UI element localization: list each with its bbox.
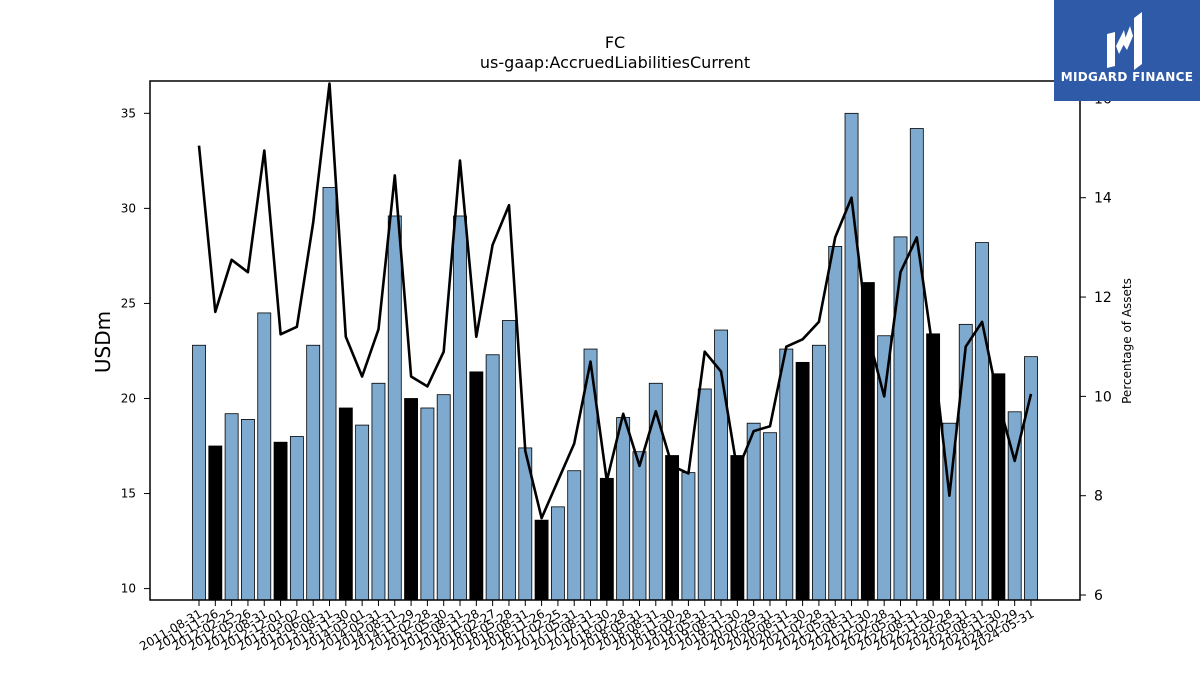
y2-tick-label: 10 bbox=[1094, 389, 1112, 405]
bar-2020-08-31 bbox=[779, 348, 794, 601]
bar-2013-03-02 bbox=[289, 436, 304, 601]
bar-2017-11-25 bbox=[599, 477, 614, 601]
y-tick-label: 25 bbox=[121, 296, 136, 310]
y-tick-label: 20 bbox=[121, 391, 136, 405]
bar-2018-02-24 bbox=[616, 417, 631, 601]
y-tick-label: 35 bbox=[121, 106, 136, 120]
bar-2020-02-29 bbox=[746, 422, 761, 601]
midgard-logo-icon bbox=[1107, 12, 1142, 70]
logo-text: MIDGARD FINANCE bbox=[1060, 70, 1194, 84]
bar-2023-11-30 bbox=[991, 373, 1006, 601]
bar-2016-05-28 bbox=[502, 320, 516, 601]
y2-tick-label: 14 bbox=[1094, 191, 1112, 207]
y-axis-left: 10 15 20 25 30 35 bbox=[121, 106, 150, 596]
bars-layer bbox=[192, 112, 1038, 601]
bar-2011-11-26 bbox=[208, 445, 223, 601]
bar-2014-08-31 bbox=[387, 215, 402, 601]
bar-2019-11-30 bbox=[730, 455, 745, 601]
bar-2022-08-31 bbox=[909, 128, 924, 601]
bar-2020-11-30 bbox=[795, 361, 810, 601]
y-axis-right: 6810121416 bbox=[1080, 91, 1112, 604]
y-tick-label: 10 bbox=[121, 582, 136, 596]
bar-2014-05-31 bbox=[371, 382, 386, 601]
bar-2013-11-30 bbox=[338, 407, 353, 601]
bar-2015-02-28 bbox=[420, 407, 435, 601]
bar-2018-05-26 bbox=[632, 451, 647, 601]
bar-2022-11-30 bbox=[926, 333, 941, 601]
bar-2016-02-27 bbox=[485, 354, 500, 601]
bar-2021-05-31 bbox=[828, 245, 843, 601]
bar-2012-08-31 bbox=[257, 312, 272, 601]
bar-2024-05-31 bbox=[1024, 356, 1038, 601]
y2-tick-label: 6 bbox=[1094, 588, 1103, 604]
chart-subtitle: us-gaap:AccruedLiabilitiesCurrent bbox=[480, 53, 750, 72]
bar-2021-08-31 bbox=[844, 112, 859, 601]
y2-axis-label: Percentage of Assets bbox=[1120, 278, 1134, 404]
bar-2016-11-26 bbox=[534, 519, 549, 601]
y2-tick-label: 12 bbox=[1094, 290, 1112, 306]
series-line bbox=[197, 82, 1033, 520]
bar-2017-05-27 bbox=[567, 470, 582, 601]
bar-2015-08-31 bbox=[453, 215, 467, 601]
y-axis-label: USDm bbox=[91, 311, 115, 373]
bar-2014-03-01 bbox=[355, 424, 370, 601]
y2-tick-label: 8 bbox=[1094, 489, 1103, 505]
bar-2015-05-30 bbox=[436, 394, 451, 601]
y-tick-label: 15 bbox=[121, 487, 136, 501]
bar-2013-06-01 bbox=[306, 344, 321, 601]
brand-logo: MIDGARD FINANCE bbox=[1054, 0, 1200, 101]
bar-2022-05-31 bbox=[893, 236, 908, 601]
bar-2012-12-01 bbox=[273, 441, 288, 601]
bar-2019-02-28 bbox=[681, 472, 696, 601]
chart-title: FC bbox=[605, 33, 625, 52]
bar-2013-08-31 bbox=[322, 187, 337, 601]
y-tick-label: 30 bbox=[121, 201, 136, 215]
bar-2018-11-30 bbox=[665, 455, 680, 601]
bar-2017-02-25 bbox=[550, 506, 565, 601]
x-axis: 2011-08-312011-11-262012-02-252012-05-26… bbox=[137, 600, 1037, 653]
bar-2019-05-31 bbox=[697, 388, 712, 601]
line-layer bbox=[197, 82, 1033, 520]
bar-2014-11-29 bbox=[404, 398, 419, 601]
plot-frame bbox=[149, 80, 1081, 601]
bar-2012-02-25 bbox=[224, 413, 239, 601]
bar-2023-08-31 bbox=[975, 242, 989, 601]
bar-2011-08-31 bbox=[192, 344, 206, 601]
bar-2015-11-28 bbox=[469, 371, 484, 601]
bar-2012-05-26 bbox=[241, 418, 255, 601]
bar-2021-02-28 bbox=[811, 344, 826, 601]
bar-2023-05-31 bbox=[958, 323, 973, 601]
bar-2020-05-31 bbox=[763, 432, 777, 601]
